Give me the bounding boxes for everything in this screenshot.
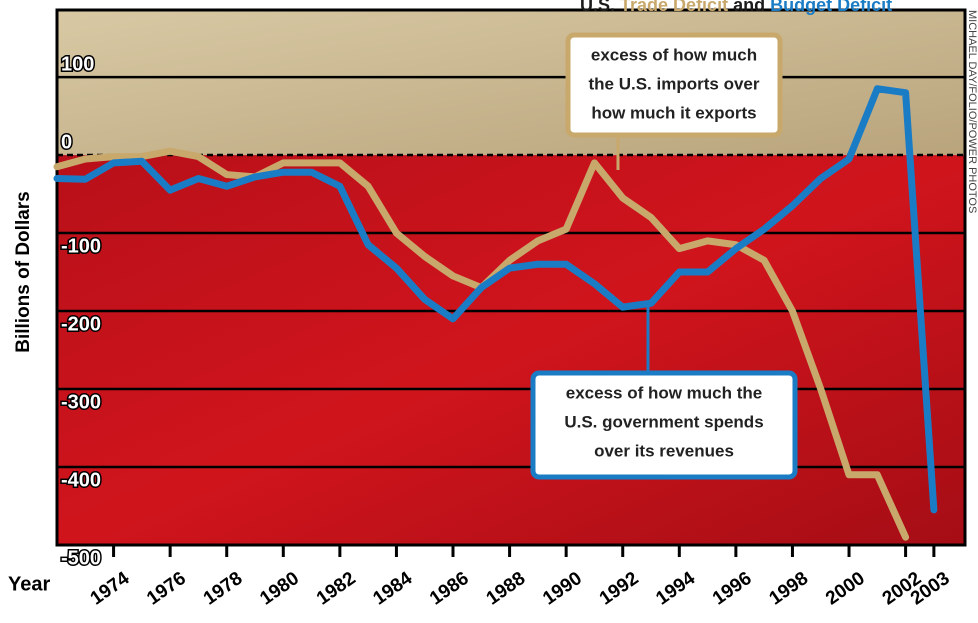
x-tick-label: 1996	[709, 568, 756, 609]
legend-entry: Trade Deficit	[620, 0, 728, 15]
y-tick-label: -200	[61, 313, 101, 335]
x-tick-label: 1976	[143, 568, 190, 609]
x-tick-label: 1986	[426, 568, 473, 609]
chart-subtitle: U.S. Trade Deficit and Budget Deficit	[580, 0, 892, 15]
legend-entry: Budget Deficit	[770, 0, 892, 15]
x-tick-label: 1980	[256, 568, 303, 609]
y-axis-label: Billions of Dollars	[13, 191, 34, 353]
y-tick-label: -300	[61, 391, 101, 413]
x-tick-label: 1990	[539, 568, 586, 609]
x-tick-label: 2000	[822, 568, 869, 609]
subtitle-joiner: and	[733, 0, 765, 15]
x-tick-label: 1992	[596, 568, 643, 609]
x-tick-label: 1984	[370, 568, 417, 610]
chart: Billions of Dollars Year MICHAEL DAY/FOL…	[0, 0, 978, 623]
y-tick-label: -100	[61, 235, 101, 257]
plot-area	[57, 10, 965, 545]
subtitle-prefix: U.S.	[580, 0, 615, 15]
x-tick-label: 1994	[652, 568, 699, 610]
photo-credit: MICHAEL DAY/FOLIO/POWER PHOTOS	[966, 10, 978, 213]
annotation-text: over its revenues	[594, 441, 734, 460]
annotation-text: the U.S. imports over	[589, 74, 760, 93]
y-tick-label: -500	[61, 547, 101, 569]
annotation-text: U.S. government spends	[564, 412, 763, 431]
y-tick-label: 100	[61, 53, 94, 75]
x-tick-label: 1988	[483, 568, 530, 609]
x-tick-label: 1998	[766, 568, 813, 609]
x-axis-label: Year	[8, 573, 50, 595]
y-tick-label: -400	[61, 469, 101, 491]
background-photo	[57, 10, 965, 155]
annotation-text: excess of how much	[591, 45, 757, 64]
x-tick-label: 1974	[87, 568, 134, 610]
x-tick-label: 1978	[200, 568, 247, 609]
y-tick-label: 0	[61, 131, 72, 153]
x-tick-label: 1982	[313, 568, 360, 609]
annotation-text: excess of how much the	[566, 383, 763, 402]
background-red	[57, 155, 965, 545]
annotation-text: how much it exports	[591, 103, 756, 122]
